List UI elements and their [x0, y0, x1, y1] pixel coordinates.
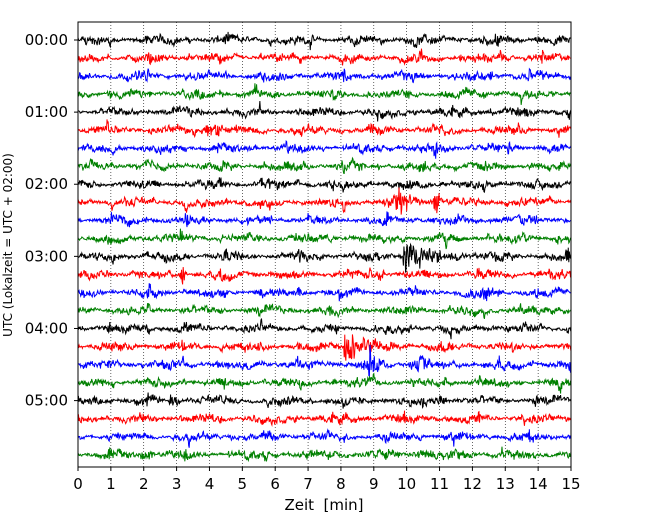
x-tick-label: 3	[172, 475, 182, 493]
y-axis-label: UTC (Lokalzeit = UTC + 02:00)	[1, 153, 15, 337]
x-tick-label: 1	[106, 475, 116, 493]
trace-8	[77, 177, 572, 194]
trace-6	[77, 139, 572, 159]
trace-23	[77, 446, 572, 463]
x-tick-label: 4	[205, 475, 215, 493]
y-tick-label: 00:00	[25, 31, 68, 49]
trace-16	[77, 318, 572, 340]
trace-17	[77, 334, 572, 361]
trace-19	[77, 372, 572, 394]
x-tick-label: 0	[73, 475, 83, 493]
x-tick-label: 9	[369, 475, 379, 493]
trace-2	[77, 67, 572, 84]
x-tick-label: 7	[303, 475, 313, 493]
trace-13	[77, 267, 572, 285]
x-tick-label: 14	[529, 475, 548, 493]
x-tick-label: 6	[270, 475, 280, 493]
x-axis-label: Zeit [min]	[284, 496, 363, 514]
y-axis-ticks: 00:00 01:00 02:00 03:00 04:00 05:00	[25, 31, 78, 410]
x-tick-label: 10	[397, 475, 416, 493]
trace-5	[77, 119, 572, 139]
trace-14	[77, 283, 572, 302]
trace-22	[77, 428, 572, 448]
trace-1	[77, 48, 572, 66]
trace-3	[77, 83, 572, 105]
y-tick-label: 02:00	[25, 175, 68, 193]
plot-frame	[77, 21, 572, 468]
x-tick-label: 5	[238, 475, 248, 493]
x-tick-label: 12	[463, 475, 482, 493]
vertical-grid	[110, 22, 539, 467]
trace-7	[77, 156, 572, 174]
x-tick-label: 8	[336, 475, 346, 493]
trace-18	[77, 344, 572, 378]
x-tick-label: 2	[139, 475, 149, 493]
y-tick-label: 01:00	[25, 103, 68, 121]
trace-0	[77, 31, 572, 51]
y-tick-label: 04:00	[25, 319, 68, 337]
trace-12	[77, 242, 572, 273]
trace-15	[77, 302, 572, 320]
trace-10	[77, 211, 572, 228]
trace-11	[77, 228, 572, 250]
trace-9	[77, 187, 572, 215]
x-tick-label: 11	[430, 475, 449, 493]
y-tick-label: 03:00	[25, 247, 68, 265]
trace-20	[77, 392, 572, 409]
x-tick-label: 15	[561, 475, 580, 493]
seismic-traces	[77, 31, 572, 463]
x-axis-ticks: 0 1 2 3 4 5 6 7 8 9 10 11 12 13 14 15	[73, 467, 581, 493]
x-tick-label: 13	[496, 475, 515, 493]
trace-21	[77, 410, 572, 427]
trace-4	[77, 100, 572, 122]
y-tick-label: 05:00	[25, 392, 68, 410]
